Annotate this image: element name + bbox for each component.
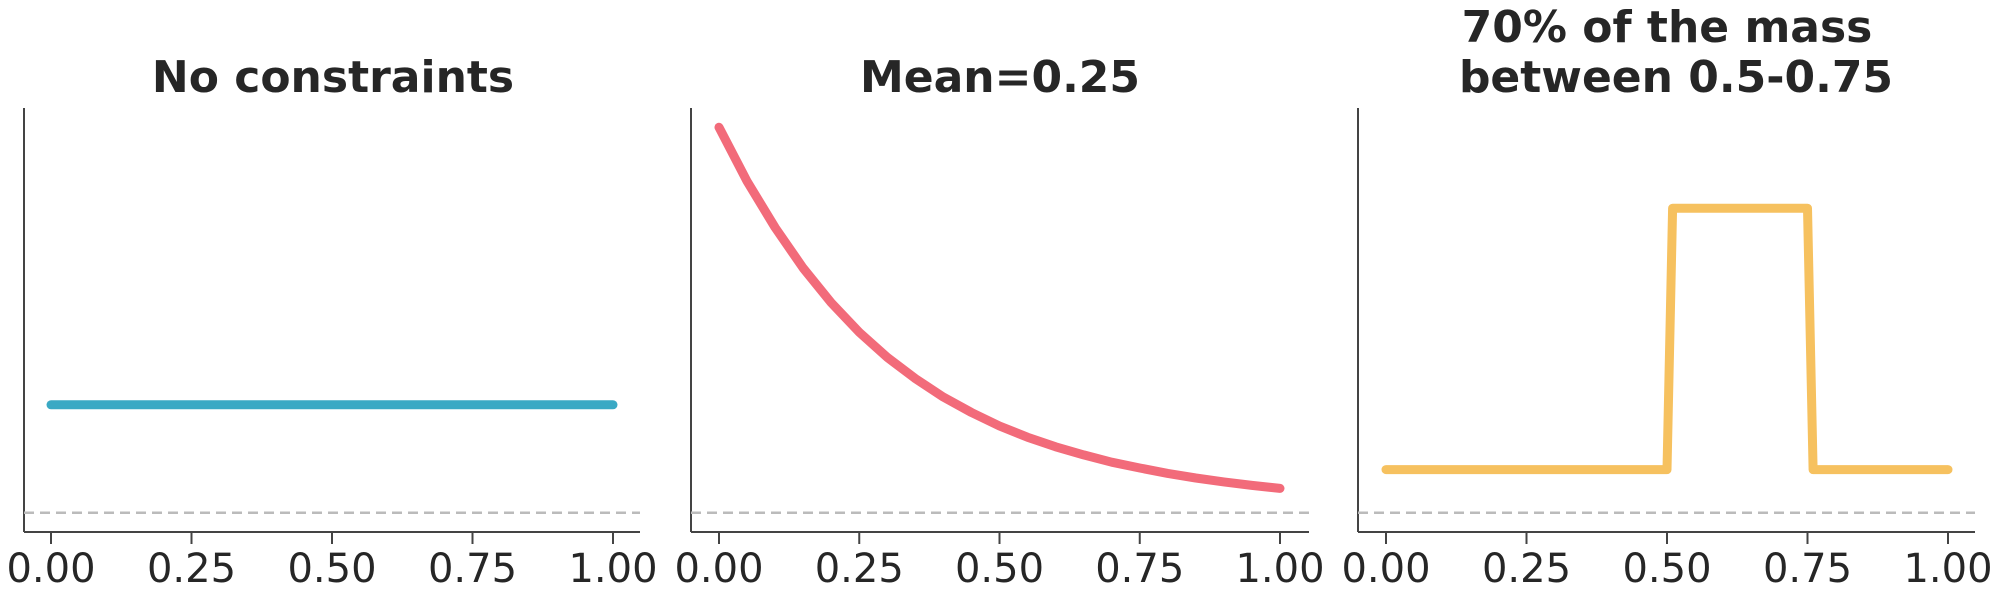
- plot-area: 0.00 0.25 0.50 0.75 1.00: [1341, 108, 1993, 592]
- subplot-title: 70% of the mass: [1462, 2, 1873, 53]
- x-tick-label: 1.00: [1903, 546, 1992, 592]
- x-tick-label: 0.25: [147, 546, 236, 592]
- x-tick-label: 0.00: [1341, 546, 1430, 592]
- x-tick-label: 0.75: [1763, 546, 1852, 592]
- subplot-title: No constraints: [152, 52, 514, 103]
- x-tick-label: 0.50: [955, 546, 1044, 592]
- x-tick-label: 0.25: [815, 546, 904, 592]
- x-tick-label: 0.50: [287, 546, 376, 592]
- x-tick-label: 0.00: [6, 546, 95, 592]
- plot-area: 0.00 0.25 0.50 0.75 1.00: [6, 108, 658, 592]
- subplot-mass-range: 70% of the mass between 0.5-0.75 0.00 0.2…: [1341, 2, 1992, 592]
- series-line: [1381, 203, 1953, 475]
- x-tick-label: 0.75: [1095, 546, 1184, 592]
- x-tick-label: 0.50: [1622, 546, 1711, 592]
- subplot-title-line-2: between 0.5-0.75: [1459, 52, 1893, 103]
- x-tick-label: 0.75: [428, 546, 517, 592]
- subplot-mean: Mean=0.25 0.00 0.25 0.50 0.75 1.00: [674, 52, 1324, 592]
- x-tick-label: 1.00: [1235, 546, 1324, 592]
- subplot-title: Mean=0.25: [860, 52, 1140, 103]
- plot-area: 0.00 0.25 0.50 0.75 1.00: [674, 108, 1325, 592]
- x-tick-label: 1.00: [568, 546, 657, 592]
- subplot-no-constraints: No constraints 0.00 0.25 0.50 0.75 1.00: [6, 52, 657, 592]
- x-tick-label: 0.25: [1482, 546, 1571, 592]
- x-tick-label: 0.00: [674, 546, 763, 592]
- series-line: [714, 122, 1285, 493]
